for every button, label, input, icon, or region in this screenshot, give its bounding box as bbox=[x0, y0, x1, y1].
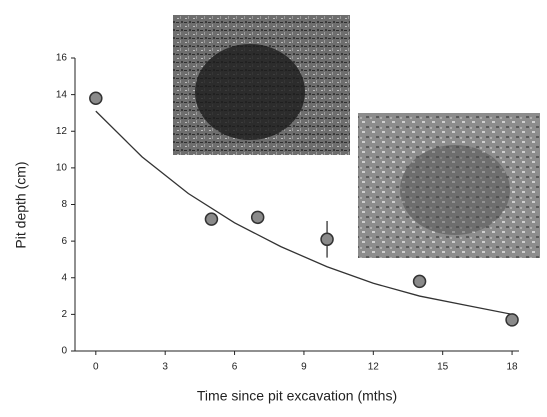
x-tick-label: 3 bbox=[162, 362, 168, 373]
x-tick-label: 6 bbox=[232, 362, 238, 373]
data-point bbox=[505, 313, 519, 327]
y-tick-label: 16 bbox=[56, 53, 68, 64]
data-point bbox=[412, 274, 427, 289]
photo-burrow bbox=[173, 15, 350, 155]
x-axis-title: Time since pit excavation (mths) bbox=[197, 388, 397, 404]
photo-pit bbox=[358, 113, 540, 258]
y-tick-label: 4 bbox=[61, 272, 67, 283]
data-point bbox=[89, 91, 103, 106]
y-tick-label: 6 bbox=[61, 236, 67, 247]
y-tick-label: 14 bbox=[56, 89, 68, 100]
fit-curve bbox=[95, 110, 513, 316]
x-tick-label: 9 bbox=[301, 362, 307, 373]
y-tick-label: 8 bbox=[61, 199, 67, 210]
y-tick-label: 12 bbox=[56, 126, 68, 137]
data-point bbox=[204, 212, 219, 226]
y-tick-label: 0 bbox=[61, 346, 67, 357]
x-tick-label: 0 bbox=[93, 362, 99, 373]
y-axis-title: Pit depth (cm) bbox=[13, 161, 29, 248]
data-point bbox=[320, 232, 334, 247]
y-tick-label: 10 bbox=[56, 163, 68, 174]
data-point bbox=[250, 210, 265, 225]
y-tick-label: 2 bbox=[61, 309, 67, 320]
x-tick-label: 18 bbox=[507, 362, 519, 373]
x-tick-label: 15 bbox=[437, 362, 449, 373]
x-tick-label: 12 bbox=[368, 362, 380, 373]
